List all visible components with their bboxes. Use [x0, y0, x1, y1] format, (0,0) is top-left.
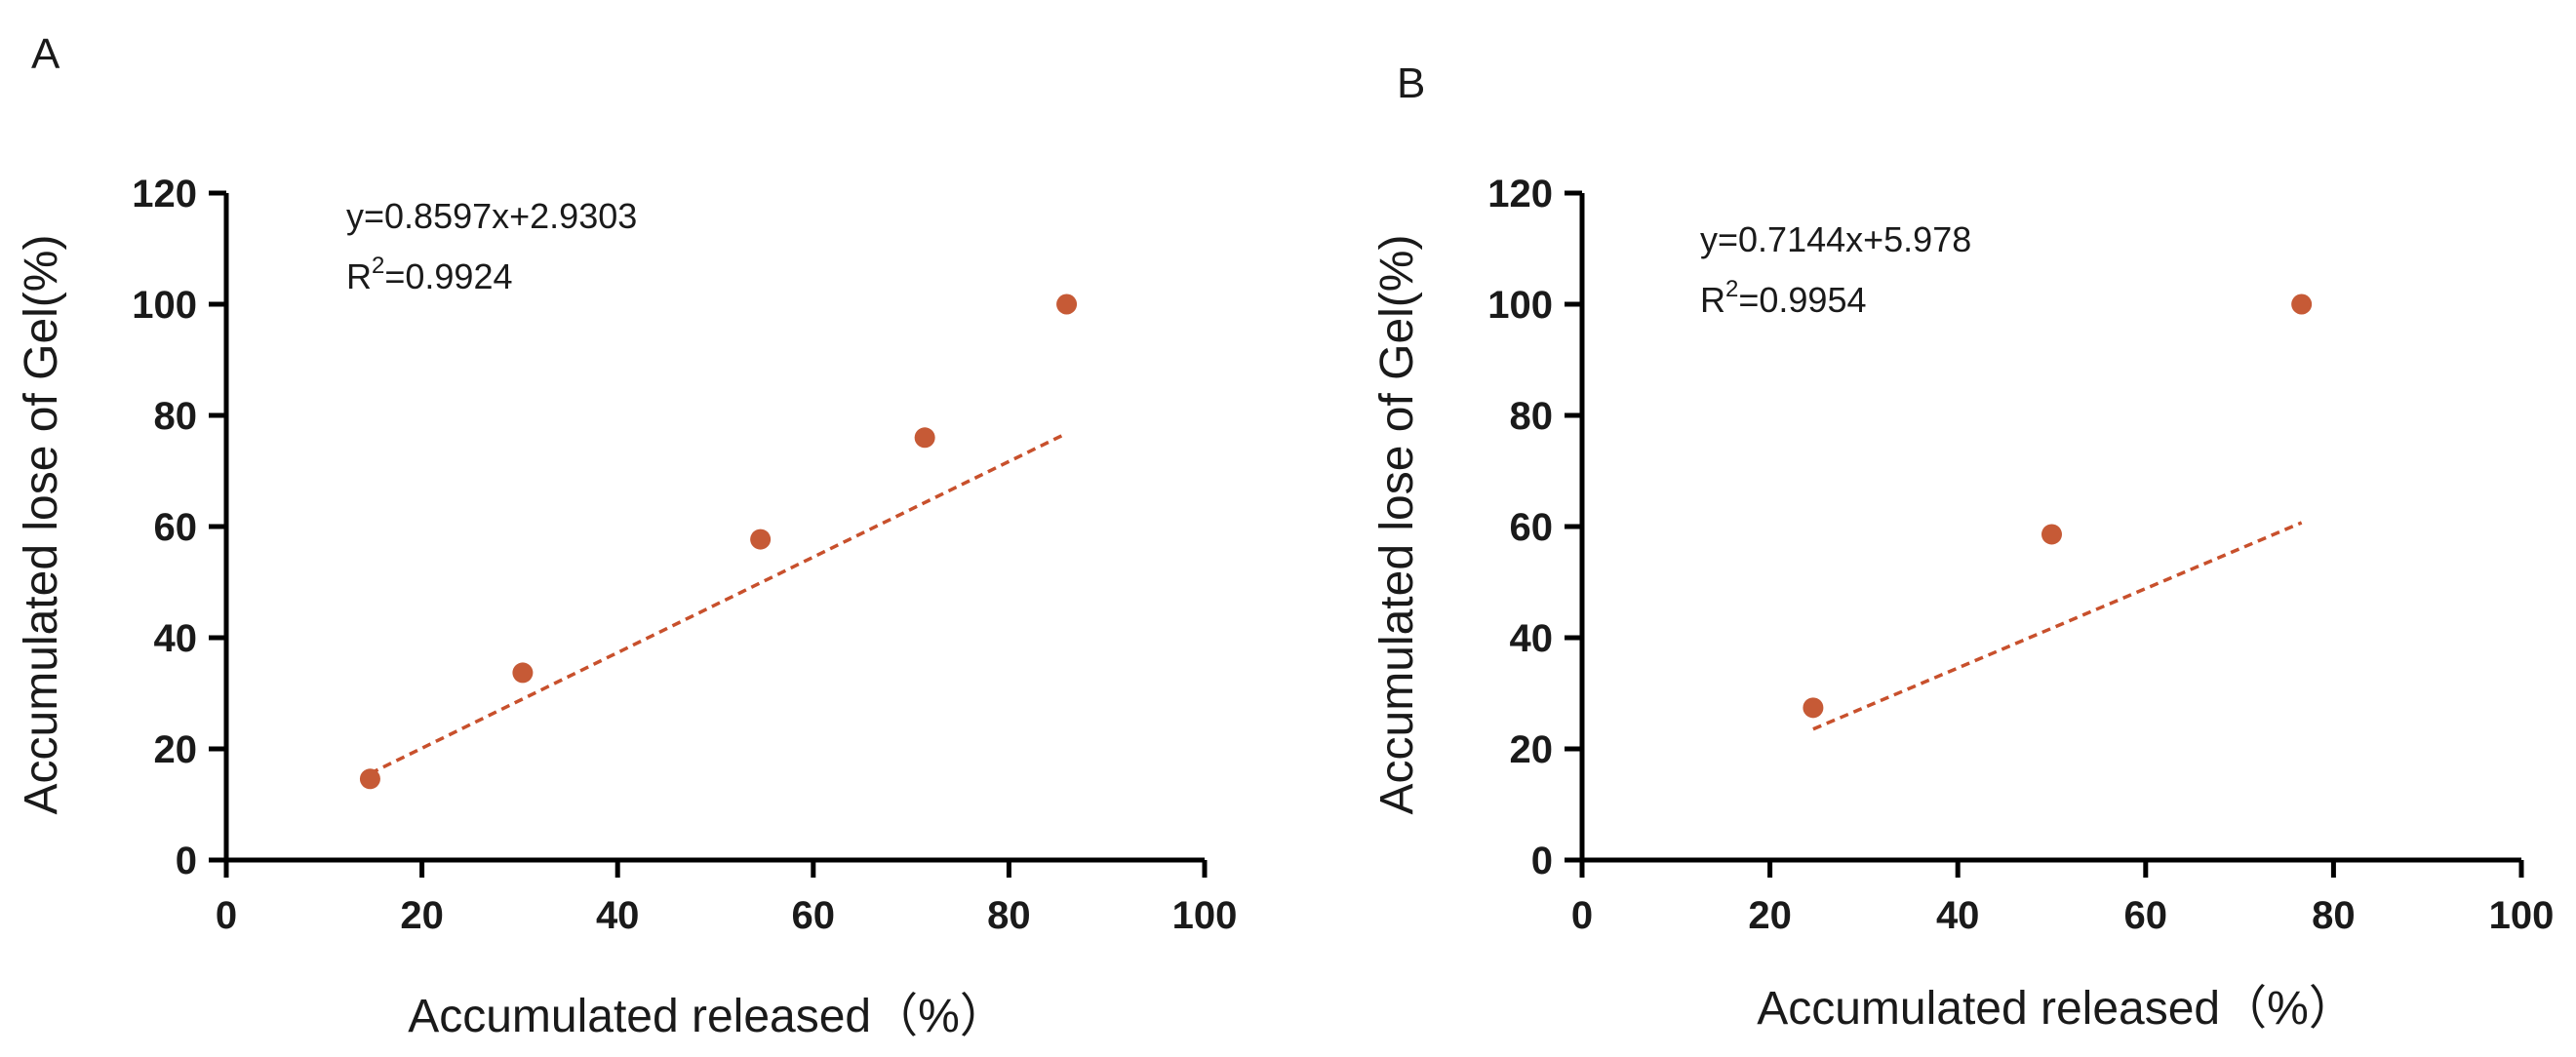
- x-tick-label-panel-b: 80: [2312, 894, 2356, 937]
- y-axis-title-a: Accumulated lose of Gel(%): [16, 235, 67, 815]
- r2-b: R2=0.9954: [1700, 276, 1867, 320]
- y-tick-label-panel-a: 100: [132, 284, 197, 327]
- r2-a: R2=0.9924: [346, 253, 513, 296]
- y-tick-label-panel-a: 20: [154, 728, 198, 771]
- data-point-panel-b: [1803, 697, 1824, 719]
- r2-label-a: R: [346, 256, 372, 296]
- x-tick-label-panel-a: 20: [400, 894, 444, 937]
- panel-b: B y=0.7144x+5.978 R2=0.9954 Accumulated …: [1371, 59, 2554, 1035]
- equation-b: y=0.7144x+5.978: [1700, 219, 1971, 259]
- r2-sup-a: 2: [372, 253, 384, 279]
- y-tick-label-panel-a: 0: [176, 840, 197, 882]
- fit-line-panel-b: [1812, 521, 2303, 731]
- fit-line-panel-a: [369, 431, 1068, 775]
- data-point-panel-a: [750, 528, 772, 550]
- y-tick-label-panel-b: 100: [1487, 284, 1553, 327]
- x-tick-label-panel-b: 20: [1748, 894, 1792, 937]
- x-axis-title-b: Accumulated released（%）: [1757, 983, 2356, 1035]
- r2-value-a: =0.9924: [384, 256, 512, 296]
- x-tick-label-panel-a: 80: [987, 894, 1031, 937]
- data-point-panel-a: [359, 768, 380, 790]
- equation-a: y=0.8597x+2.9303: [346, 196, 637, 236]
- y-tick-label-panel-b: 0: [1531, 840, 1553, 882]
- x-tick-label-panel-a: 40: [596, 894, 640, 937]
- y-tick-label-panel-a: 60: [154, 506, 198, 549]
- panel-a: A y=0.8597x+2.9303 R2=0.9924 Accumulated…: [16, 30, 1237, 1042]
- y-axis-title-b: Accumulated lose of Gel(%): [1371, 235, 1423, 815]
- data-point-panel-b: [2291, 294, 2313, 315]
- data-point-panel-a: [1056, 294, 1078, 315]
- x-tick-label-panel-b: 100: [2489, 894, 2555, 937]
- y-tick-label-panel-b: 60: [1510, 506, 1554, 549]
- x-tick-label-panel-a: 60: [792, 894, 836, 937]
- y-tick-label-panel-b: 40: [1510, 617, 1554, 660]
- y-tick-label-panel-b: 120: [1487, 173, 1553, 215]
- r2-label-b: R: [1700, 280, 1725, 320]
- y-tick-label-panel-b: 80: [1510, 395, 1554, 438]
- data-point-panel-a: [914, 427, 935, 449]
- r2-value-b: =0.9954: [1738, 280, 1866, 320]
- r2-sup-b: 2: [1725, 276, 1738, 302]
- x-axis-title-a: Accumulated released（%）: [408, 991, 1007, 1042]
- data-point-panel-b: [2041, 524, 2062, 545]
- y-tick-label-panel-a: 120: [132, 173, 197, 215]
- y-tick-label-panel-a: 80: [154, 395, 198, 438]
- y-tick-label-panel-a: 40: [154, 617, 198, 660]
- x-tick-label-panel-a: 0: [216, 894, 237, 937]
- x-tick-label-panel-b: 0: [1571, 894, 1593, 937]
- data-point-panel-a: [512, 662, 534, 684]
- y-tick-label-panel-b: 20: [1510, 728, 1554, 771]
- x-tick-label-panel-a: 100: [1172, 894, 1238, 937]
- panel-letter-b: B: [1397, 59, 1425, 107]
- x-tick-label-panel-b: 60: [2124, 894, 2168, 937]
- x-tick-label-panel-b: 40: [1936, 894, 1980, 937]
- panel-letter-a: A: [31, 30, 60, 78]
